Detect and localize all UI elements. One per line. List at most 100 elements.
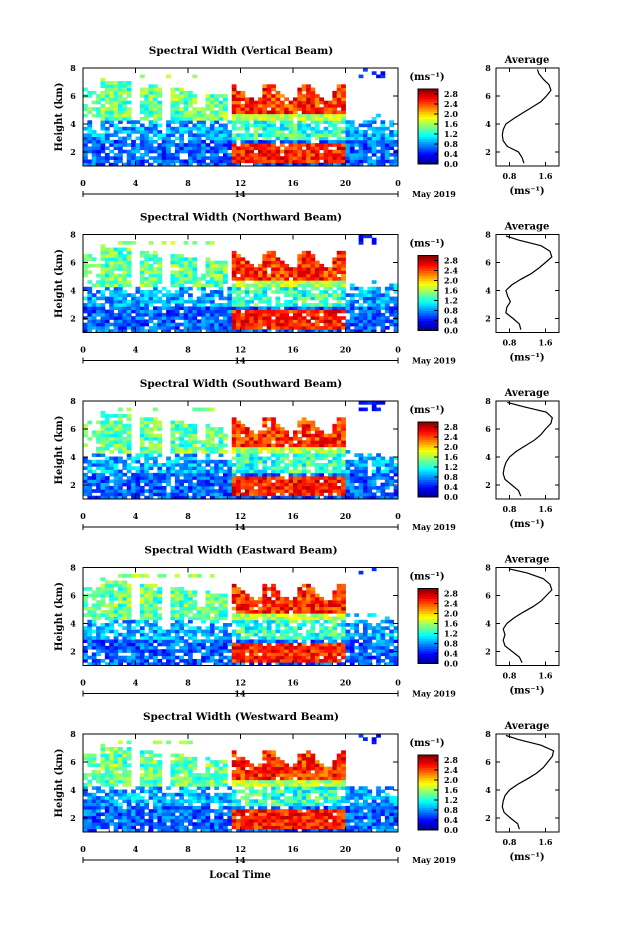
colorbar-label: (ms⁻¹) (409, 572, 444, 583)
y-axis: 2 4 6 8 (70, 396, 398, 490)
date-tick-label: 14 (234, 855, 246, 865)
colorbar-tick-label: 0.0 (444, 492, 458, 502)
x-tick-label: 20 (340, 844, 352, 854)
colorbar-tick-label: 2.4 (444, 432, 458, 442)
date-axis: 14 May 2019 (82, 189, 456, 199)
chart-title: Spectral Width (Southward Beam) (140, 378, 342, 390)
profile-x-tick-label: 1.6 (539, 671, 553, 681)
x-tick-label: 4 (133, 678, 139, 688)
panel-4: Spectral Width (Eastward Beam) Height (km… (54, 545, 560, 699)
colorbar: (ms⁻¹) 0.00.40.81.21.62.02.42.8 (409, 239, 458, 336)
profile-frame (495, 400, 560, 500)
profile-y-tick-label: 4 (485, 286, 491, 296)
profile-line (502, 568, 553, 663)
colorbar-tick-label: 0.4 (444, 482, 458, 492)
x-tick-label: 0 (395, 511, 401, 521)
colorbar-tick-label: 0.8 (444, 306, 458, 316)
profile-y-tick-label: 2 (485, 480, 491, 490)
profile-x-label: (ms⁻¹) (509, 686, 544, 697)
chart-title: Spectral Width (Eastward Beam) (144, 545, 337, 557)
profile-line (505, 235, 553, 330)
heatmap (83, 68, 399, 167)
x-tick-label: 12 (235, 844, 246, 854)
profile-line (501, 69, 552, 164)
colorbar: (ms⁻¹) 0.00.40.81.21.62.02.42.8 (409, 738, 458, 835)
profile-x-tick-label: 0.8 (503, 338, 517, 348)
colorbar-tick-label: 2.0 (444, 109, 458, 119)
colorbar-tick-label: 1.2 (444, 629, 458, 639)
colorbar-tick-label: 0.0 (444, 659, 458, 669)
y-tick-label: 2 (70, 314, 76, 324)
x-tick-label: 20 (340, 511, 352, 521)
profile-y-tick-label: 4 (485, 619, 491, 629)
colorbar-tick-label: 0.8 (444, 805, 458, 815)
date-label: May 2019 (412, 855, 456, 865)
profile-y-tick-label: 4 (485, 785, 491, 795)
profile-title: Average (504, 721, 550, 732)
profile-y-tick-label: 8 (485, 729, 491, 739)
profile-frame (495, 567, 560, 666)
profile-y-tick-label: 6 (485, 258, 491, 268)
colorbar-label: (ms⁻¹) (409, 738, 444, 749)
profile-y-tick-label: 2 (485, 314, 491, 324)
local-time-label: Local Time (209, 870, 271, 881)
y-tick-label: 2 (70, 647, 76, 657)
profile-y-tick-label: 8 (485, 63, 491, 73)
profile-y-tick-label: 2 (485, 813, 491, 823)
average-profile: Average 0.8 1.6 2 4 6 8 (ms⁻¹) (485, 555, 560, 697)
profile-x-tick-label: 1.6 (539, 504, 553, 514)
x-axis: 0 4 8 12 16 20 0 (80, 68, 401, 188)
y-tick-label: 8 (70, 396, 76, 406)
y-axis-label: Height (km) (54, 749, 65, 818)
profile-frame (495, 234, 560, 333)
date-tick-label: 14 (234, 522, 246, 532)
x-axis: 0 4 8 12 16 20 0 (80, 567, 401, 688)
y-tick-label: 6 (70, 258, 76, 268)
profile-y-tick-label: 2 (485, 147, 491, 157)
date-label: May 2019 (412, 689, 456, 699)
colorbar-tick-label: 0.8 (444, 139, 458, 149)
panel-3: Spectral Width (Southward Beam) Height (k… (54, 378, 560, 532)
colorbar-label: (ms⁻¹) (409, 72, 444, 83)
colorbar-tick-label: 2.8 (444, 422, 458, 432)
average-profile: Average 0.8 1.6 2 4 6 8 (ms⁻¹) (485, 721, 560, 863)
y-tick-label: 4 (70, 119, 76, 129)
profile-y-tick-label: 6 (485, 91, 491, 101)
x-tick-label: 8 (185, 511, 191, 521)
profile-x-tick-label: 0.8 (503, 504, 517, 514)
chart-title: Spectral Width (Westward Beam) (143, 711, 339, 723)
colorbar-tick-label: 2.4 (444, 599, 458, 609)
x-tick-label: 0 (80, 345, 86, 355)
y-tick-label: 8 (70, 563, 76, 573)
x-tick-label: 0 (80, 844, 86, 854)
x-tick-label: 8 (185, 178, 191, 188)
colorbar-tick-label: 1.2 (444, 462, 458, 472)
colorbar-tick-label: 0.0 (444, 159, 458, 169)
colorbar-tick-label: 1.2 (444, 296, 458, 306)
y-axis: 2 4 6 8 (70, 563, 398, 657)
x-axis: 0 4 8 12 16 20 0 (80, 401, 401, 521)
x-tick-label: 20 (340, 178, 352, 188)
y-tick-label: 6 (70, 424, 76, 434)
profile-y-tick-label: 6 (485, 757, 491, 767)
date-axis: 14 May 2019 (82, 522, 456, 532)
heatmap (83, 234, 399, 333)
colorbar-tick-label: 2.0 (444, 276, 458, 286)
y-axis-label: Height (km) (54, 416, 65, 485)
x-tick-label: 16 (287, 345, 299, 355)
profile-y-tick-label: 6 (485, 424, 491, 434)
profile-x-label: (ms⁻¹) (509, 852, 544, 863)
profile-x-label: (ms⁻¹) (509, 186, 544, 197)
colorbar-tick-label: 2.0 (444, 775, 458, 785)
profile-title: Average (504, 55, 550, 66)
y-tick-label: 6 (70, 757, 76, 767)
profile-line (501, 734, 555, 830)
colorbar-tick-label: 0.0 (444, 326, 458, 336)
colorbar: (ms⁻¹) 0.00.40.81.21.62.02.42.8 (409, 72, 458, 169)
y-axis-label: Height (km) (54, 83, 65, 152)
x-tick-label: 0 (395, 678, 401, 688)
colorbar-tick-label: 1.6 (444, 619, 458, 629)
x-tick-label: 8 (185, 345, 191, 355)
profile-y-tick-label: 4 (485, 119, 491, 129)
